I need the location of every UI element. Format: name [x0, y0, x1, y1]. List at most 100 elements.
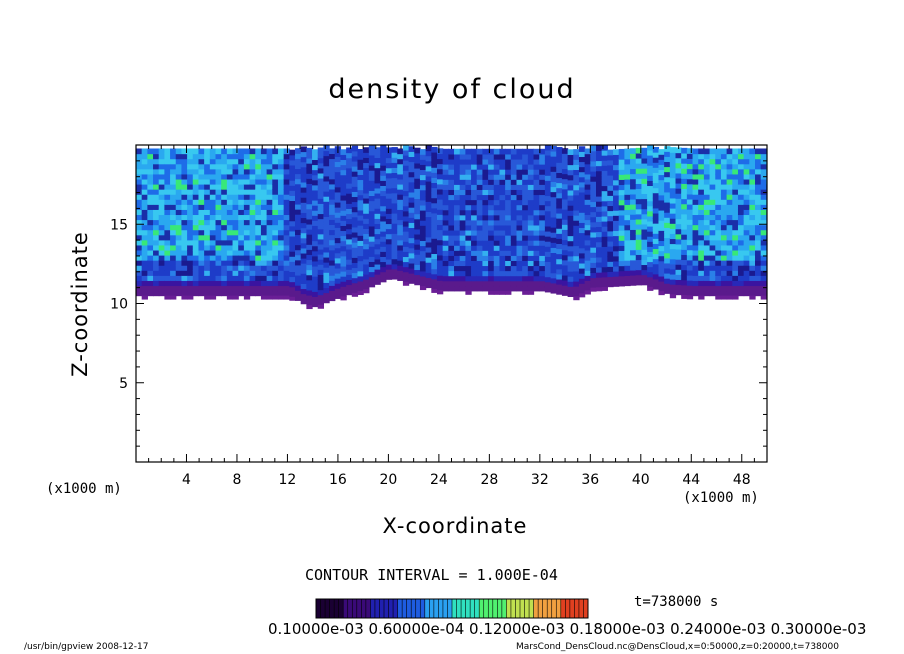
- cloud-cell: [141, 153, 148, 160]
- cloud-cell: [215, 153, 222, 160]
- cloud-cell: [630, 229, 637, 236]
- cloud-cell: [164, 285, 171, 292]
- cloud-cell: [539, 224, 546, 231]
- cloud-cell: [726, 224, 733, 231]
- cloud-cell: [743, 219, 750, 226]
- cloud-cell: [737, 260, 745, 266]
- cloud-cell: [448, 265, 455, 272]
- cloud-cell: [533, 189, 540, 196]
- cloud-cell: [516, 245, 523, 251]
- cloud-cell: [561, 269, 569, 276]
- cloud-cell: [607, 149, 614, 156]
- cloud-cell: [243, 285, 251, 292]
- cloud-cell: [153, 275, 160, 281]
- cloud-cell: [431, 146, 438, 153]
- cloud-fringe: [488, 290, 495, 295]
- cloud-cell: [238, 209, 245, 216]
- cloud-cell: [323, 236, 330, 243]
- cloud-cell: [277, 265, 285, 271]
- cloud-cell: [402, 236, 410, 242]
- cloud-cell: [414, 198, 421, 205]
- cloud-cell: [499, 164, 506, 170]
- cloud-cell: [425, 191, 432, 197]
- cloud-cell: [238, 229, 245, 236]
- cloud-cell: [607, 256, 614, 262]
- cloud-cell: [669, 218, 677, 224]
- cloud-fringe: [686, 295, 694, 300]
- cloud-cell: [584, 214, 591, 221]
- cloud-cell: [329, 219, 336, 226]
- cloud-cell: [266, 244, 273, 251]
- cloud-cell: [408, 166, 415, 173]
- cloud-cell: [181, 285, 188, 292]
- cloud-cell: [368, 200, 376, 207]
- cloud-cell: [300, 212, 307, 219]
- cloud-cell: [385, 248, 393, 255]
- cloud-cell: [300, 293, 307, 300]
- cloud-cell: [289, 200, 296, 207]
- cloud-cell: [277, 168, 285, 175]
- cloud-cell: [289, 240, 296, 247]
- cloud-cell: [368, 241, 376, 247]
- cloud-cell: [391, 248, 398, 255]
- cloud-cell: [573, 204, 580, 211]
- cloud-cell: [266, 270, 273, 276]
- cloud-cell: [471, 275, 478, 282]
- cloud-cell: [391, 212, 398, 219]
- cloud-cell: [686, 244, 694, 251]
- cloud-cell: [522, 184, 529, 190]
- cloud-cell: [346, 177, 353, 184]
- cloud-cell: [459, 148, 466, 155]
- cloud-cell: [357, 184, 364, 191]
- cloud-cell: [187, 153, 194, 160]
- cloud-cell: [170, 234, 177, 241]
- cloud-cell: [255, 234, 262, 241]
- cloud-cell: [357, 265, 364, 272]
- cloud-cell: [323, 246, 330, 253]
- cloud-cell: [397, 158, 404, 165]
- cloud-cell: [153, 239, 160, 246]
- cloud-fringe: [204, 295, 211, 300]
- cloud-cell: [590, 170, 597, 177]
- cloud-cell: [374, 157, 381, 164]
- cloud-cell: [408, 161, 415, 168]
- cloud-cell: [255, 270, 262, 276]
- cloud-cell: [340, 189, 347, 196]
- cloud-cell: [170, 163, 177, 170]
- cloud-cell: [397, 214, 404, 221]
- cloud-fringe: [595, 287, 603, 292]
- cloud-cell: [567, 164, 574, 171]
- cloud-cell: [590, 165, 597, 172]
- cloud-cell: [749, 153, 756, 160]
- cloud-cell: [277, 158, 285, 165]
- cloud-cell: [454, 260, 461, 267]
- cloud-cell: [306, 244, 313, 250]
- cloud-cell: [686, 173, 694, 180]
- cloud-cell: [147, 219, 154, 226]
- cloud-cell: [255, 224, 262, 231]
- cloud-cell: [346, 193, 353, 199]
- cloud-cell: [402, 160, 410, 166]
- cloud-cell: [703, 214, 711, 221]
- cloud-cell: [595, 211, 603, 217]
- cloud-cell: [158, 158, 165, 165]
- cloud-cell: [300, 217, 307, 224]
- cloud-cell: [158, 270, 165, 276]
- cloud-cell: [567, 174, 574, 181]
- cloud-cell: [703, 168, 711, 175]
- cloud-cell: [658, 270, 665, 277]
- cloud-cell: [380, 220, 387, 227]
- cloud-cell: [454, 250, 461, 256]
- cloud-cell: [584, 265, 591, 271]
- x-tick-label: 32: [531, 472, 549, 488]
- cloud-cell: [414, 167, 421, 174]
- cloud-cell: [482, 250, 489, 256]
- cloud-cell: [715, 153, 722, 160]
- cloud-cell: [550, 272, 557, 279]
- cloud-cell: [669, 263, 677, 270]
- cloud-cell: [652, 253, 660, 260]
- cloud-cell: [652, 223, 660, 229]
- colorbar-segment: [320, 599, 326, 618]
- cloud-cell: [692, 239, 699, 246]
- cloud-cell: [703, 209, 711, 216]
